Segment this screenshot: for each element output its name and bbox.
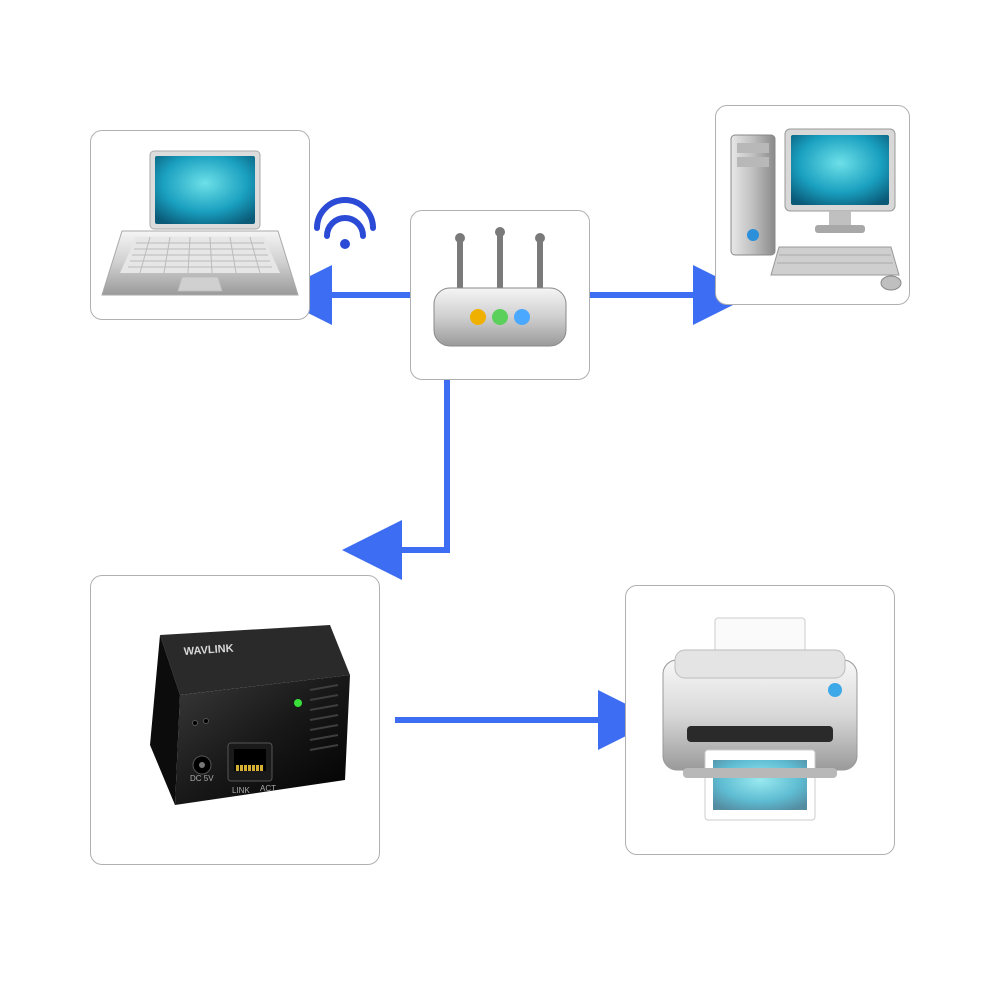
label-dc5v: DC 5V: [190, 774, 214, 783]
printer-icon: [635, 600, 885, 840]
router-icon: [420, 220, 580, 370]
label-link: LINK: [232, 786, 250, 795]
wifi-icon: [317, 200, 373, 249]
print-server-icon: DC 5V LINK ACT WAVLINK: [100, 595, 370, 845]
node-print-server: DC 5V LINK ACT WAVLINK: [90, 575, 380, 865]
node-printer: [625, 585, 895, 855]
node-router: [410, 210, 590, 380]
laptop-icon: [100, 145, 300, 305]
desktop-icon: [723, 115, 903, 295]
node-desktop: [715, 105, 910, 305]
node-laptop: [90, 130, 310, 320]
label-act: ACT: [260, 784, 276, 793]
edge-router-pserver: [390, 380, 447, 550]
